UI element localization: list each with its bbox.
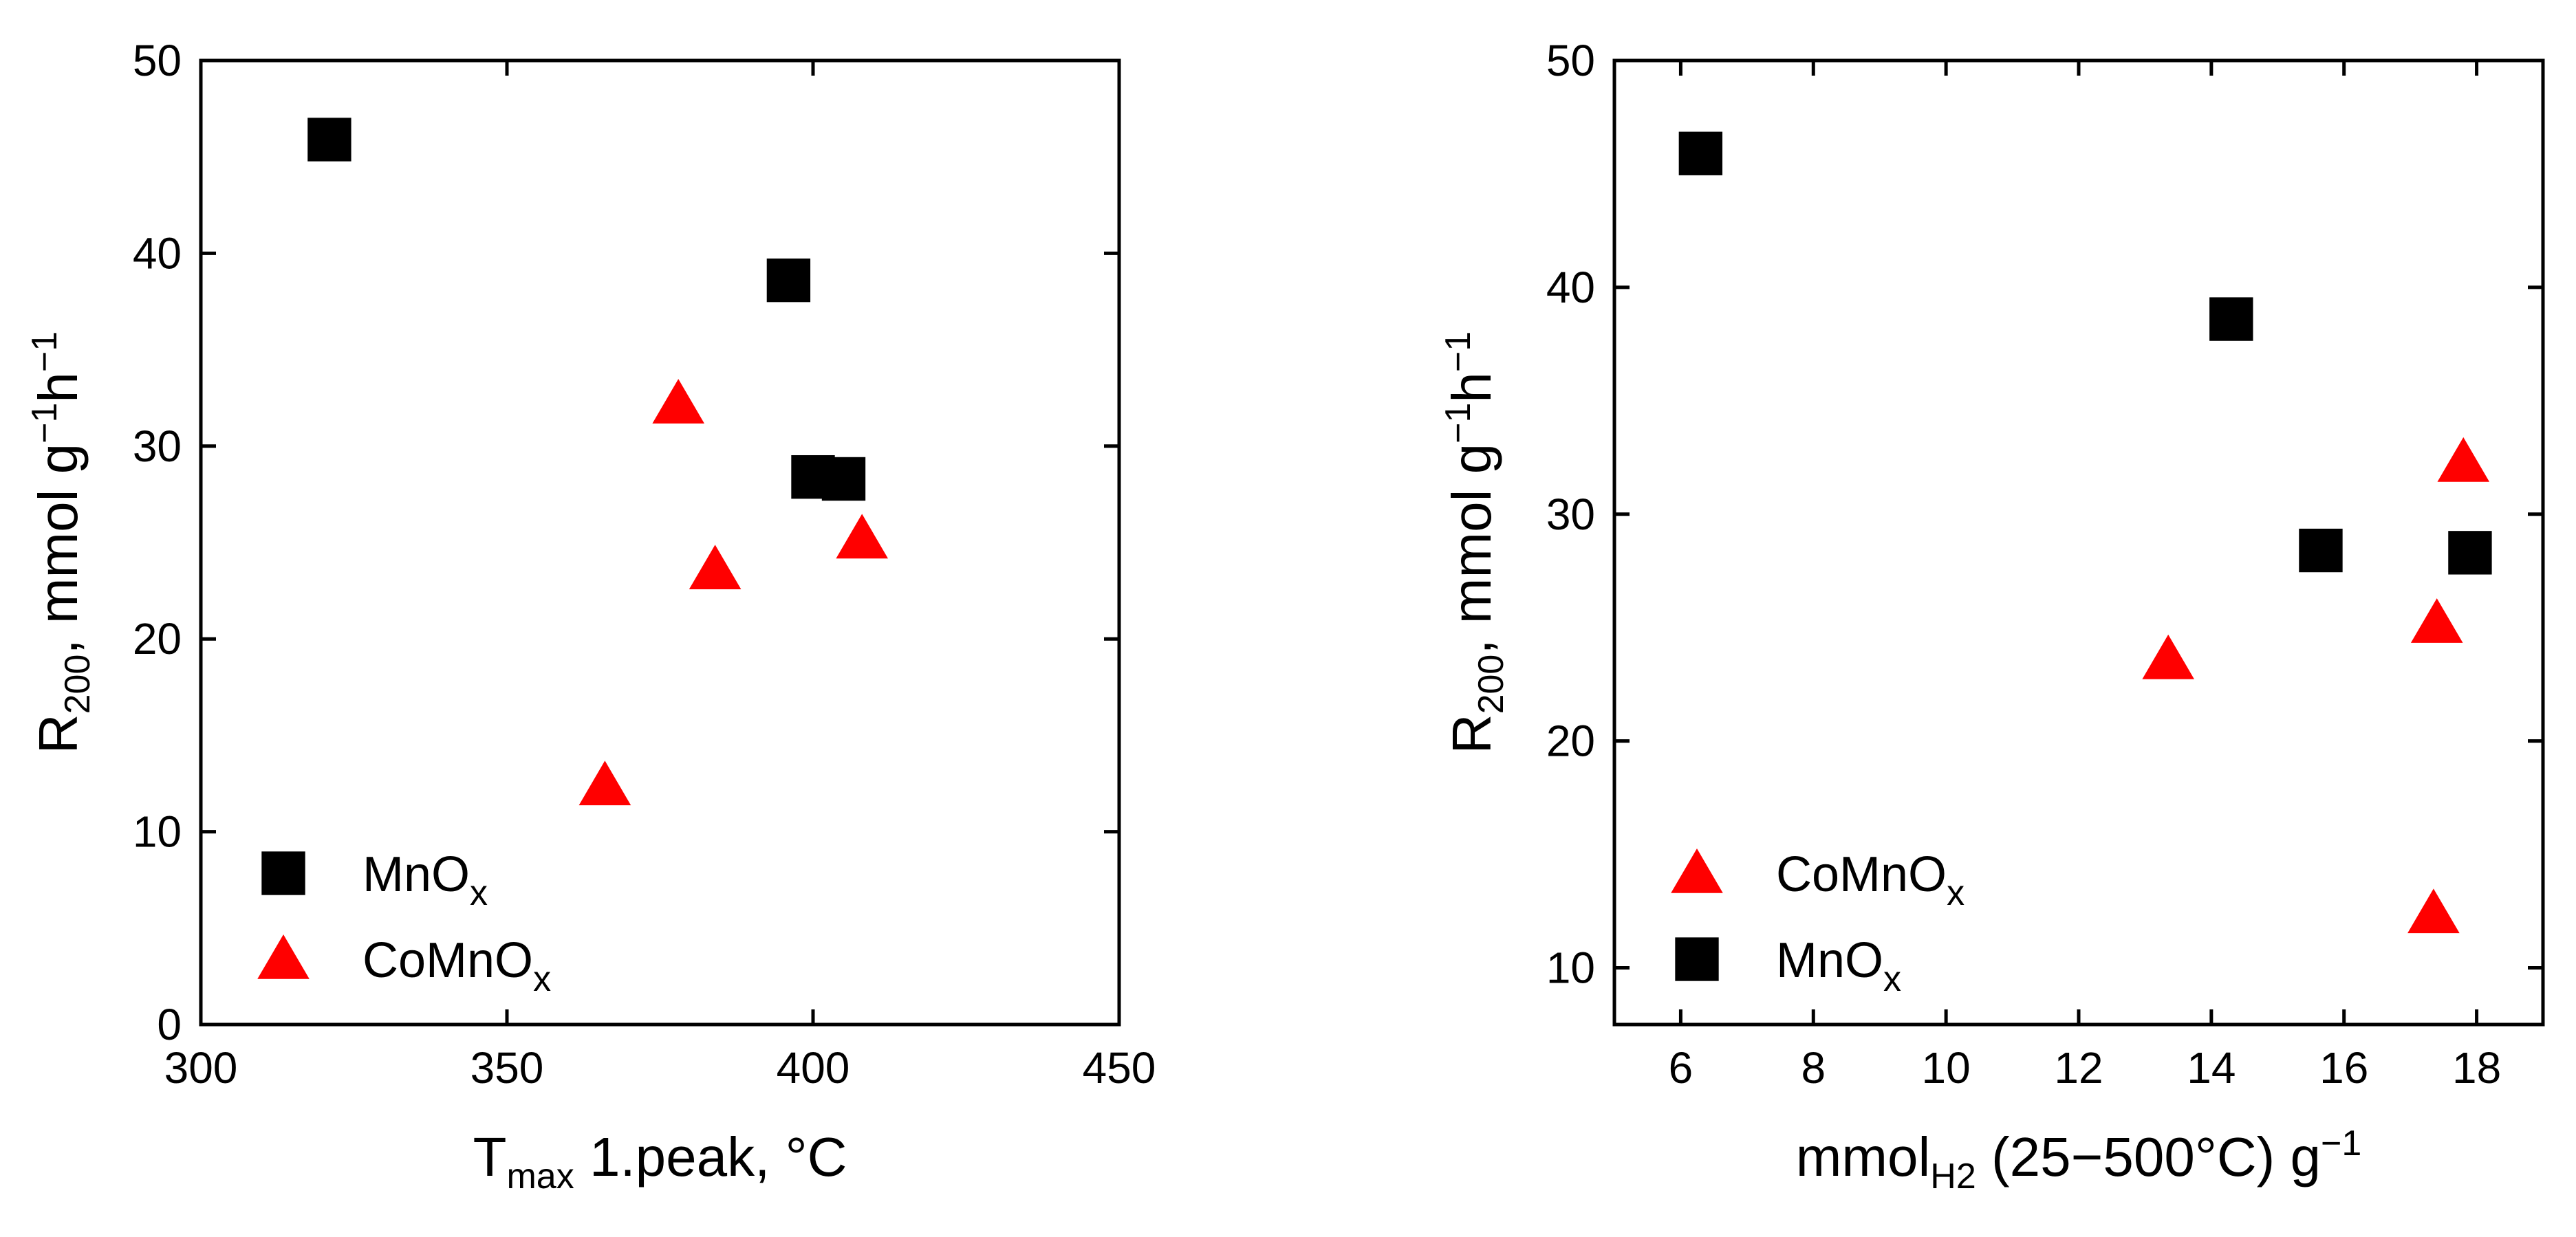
x-axis-label-main: T <box>473 1126 507 1187</box>
y-tick-label: 30 <box>133 422 182 471</box>
x-tick-label: 300 <box>164 1043 238 1093</box>
y-tick-label: 10 <box>1546 943 1595 993</box>
x-axis-label-sub: H2 <box>1930 1157 1976 1196</box>
data-point-square <box>307 118 351 162</box>
data-point-triangle <box>652 379 704 424</box>
x-tick-label: 16 <box>2319 1043 2368 1093</box>
x-tick-label: 18 <box>2452 1043 2501 1093</box>
x-tick-label: 350 <box>470 1043 544 1093</box>
y-axis-label-sup2: −1 <box>25 331 65 372</box>
x-axis-label-sub: max <box>506 1157 574 1196</box>
y-tick-label: 40 <box>1546 263 1595 312</box>
x-axis-label: mmolH2 (25−500°C) g−1 <box>1796 1124 2362 1196</box>
x-tick-label: 450 <box>1083 1043 1156 1093</box>
x-tick-label: 10 <box>1922 1043 1971 1093</box>
y-axis-label-sub: 200 <box>58 655 98 714</box>
legend-label-sub: x <box>470 873 488 913</box>
x-tick-label: 8 <box>1801 1043 1826 1093</box>
x-axis-label-rest: 1.peak, °C <box>574 1126 847 1187</box>
legend-label-main: CoMnO <box>1776 847 1947 902</box>
data-point-triangle <box>836 514 888 559</box>
plot-frame <box>1612 58 2545 1027</box>
y-tick-label: 20 <box>133 614 182 664</box>
data-point-square <box>2209 297 2253 341</box>
x-axis-label-rest: (25−500°C) g <box>1976 1126 2321 1187</box>
legend-label: MnOx <box>362 847 488 913</box>
data-point-triangle <box>2437 437 2490 482</box>
data-point-square <box>2299 528 2343 573</box>
y-tick-label: 10 <box>133 807 182 857</box>
chart-right: 6 8 10 12 14 16 18 10 20 30 40 50 mmolH2 (25−500°C) … <box>1438 36 2545 1196</box>
data-point-triangle <box>2410 598 2463 643</box>
y-tick-label: 50 <box>133 36 182 85</box>
legend-label-sub: x <box>1883 959 1901 999</box>
y-tick-label: 40 <box>133 228 182 278</box>
legend-label: CoMnOx <box>1776 847 1965 913</box>
y-axis-label-h: h <box>1441 372 1502 403</box>
y-axis-label-h: h <box>28 372 89 403</box>
data-point-square <box>821 457 866 501</box>
y-tick-label: 50 <box>1546 36 1595 85</box>
y-axis-label: R200, mmol g−1h−1 <box>25 331 98 754</box>
legend-marker <box>1671 849 1723 893</box>
legend-marker <box>257 934 310 979</box>
legend-label-main: CoMnO <box>362 933 533 988</box>
data-point-triangle <box>2407 888 2460 934</box>
x-tick-label: 12 <box>2054 1043 2103 1093</box>
y-axis-label-main: R <box>28 714 89 754</box>
y-axis-label-mid: , mmol g <box>28 444 89 655</box>
x-tick-label: 400 <box>777 1043 850 1093</box>
x-axis-label-sup: −1 <box>2321 1124 2361 1163</box>
legend-label: MnOx <box>1776 933 1901 999</box>
x-axis-label-main: mmol <box>1796 1126 1931 1187</box>
y-tick-label: 30 <box>1546 490 1595 539</box>
legend-label-main: MnO <box>1776 933 1883 988</box>
y-axis-label-sup2: −1 <box>1438 331 1478 372</box>
data-point-square <box>2448 531 2492 575</box>
data-point-square <box>766 258 811 303</box>
legend-marker <box>261 851 305 895</box>
x-axis-label: Tmax 1.peak, °C <box>473 1126 847 1196</box>
chart-left: 300 350 400 450 0 10 20 30 40 50 Tmax 1.peak, °C R2… <box>25 36 1156 1196</box>
x-tick-label: 14 <box>2187 1043 2236 1093</box>
y-tick-label: 0 <box>157 1000 182 1049</box>
legend-label: CoMnOx <box>362 933 551 999</box>
legend-label-sub: x <box>533 959 551 999</box>
y-axis-label-sup1: −1 <box>25 403 65 444</box>
data-point-triangle <box>578 760 631 806</box>
y-axis-label-sub: 200 <box>1471 655 1511 714</box>
legend-label-main: MnO <box>362 847 470 902</box>
y-axis-label-sup1: −1 <box>1438 403 1478 444</box>
legend-marker <box>1675 937 1719 981</box>
data-point-triangle <box>689 545 742 590</box>
data-point-triangle <box>2142 634 2194 679</box>
y-axis-label-mid: , mmol g <box>1441 444 1502 655</box>
y-axis-label: R200, mmol g−1h−1 <box>1438 331 1511 754</box>
data-point-square <box>1678 131 1723 175</box>
y-axis-label-main: R <box>1441 714 1502 754</box>
plot-frame <box>199 58 1121 1027</box>
y-tick-label: 20 <box>1546 716 1595 766</box>
x-tick-label: 6 <box>1669 1043 1693 1093</box>
legend-label-sub: x <box>1947 873 1965 913</box>
